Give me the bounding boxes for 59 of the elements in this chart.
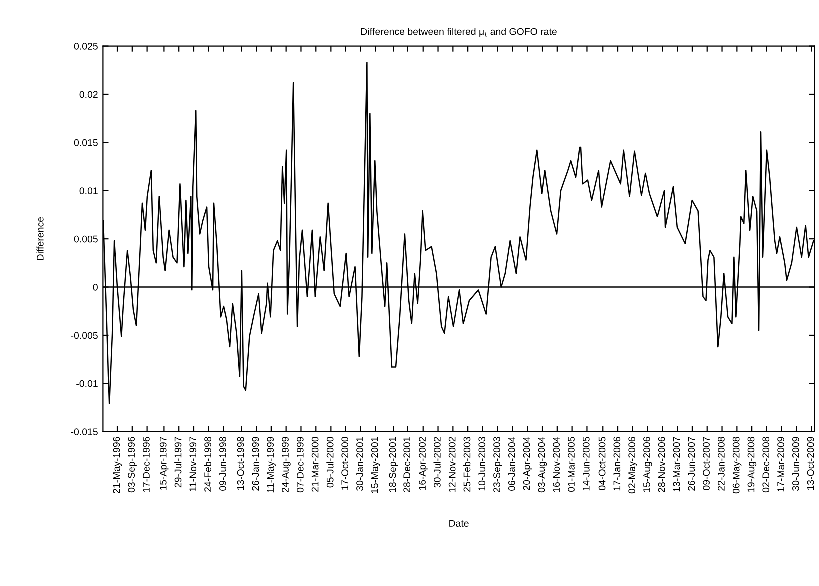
x-tick-label: 30-Jul-2002 — [434, 437, 441, 488]
x-tick-label: 24-Feb-1998 — [204, 437, 212, 492]
x-tick-label: 13-Oct-2009 — [807, 437, 814, 490]
x-tick-label: 21-May-1996 — [113, 437, 122, 494]
x-tick-label: 16-Apr-2002 — [419, 437, 428, 490]
x-tick-label: 21-Mar-2000 — [312, 437, 319, 492]
x-tick-label: 17-Jan-2006 — [614, 437, 621, 491]
x-tick-label: 09-Oct-2007 — [703, 437, 710, 490]
x-tick-label: 29-Jul-1997 — [174, 437, 182, 488]
x-tick-label: 15-May-2001 — [371, 437, 380, 494]
y-tick-label: 0.02 — [80, 91, 98, 98]
x-tick-label: 13-Oct-1998 — [237, 437, 244, 490]
x-tick-label: 30-Jan-2001 — [356, 437, 364, 491]
y-tick-label: 0.025 — [74, 43, 98, 50]
x-tick-label: 30-Jun-2009 — [792, 437, 800, 491]
x-tick-label: 22-Jan-2008 — [718, 437, 725, 491]
y-tick-label: -0.01 — [76, 380, 98, 388]
x-tick-label: 24-Aug-1999 — [282, 437, 291, 492]
x-tick-label: 17-Dec-1996 — [143, 437, 150, 492]
x-tick-label: 18-Sep-2001 — [389, 437, 398, 492]
x-tick-label: 01-Mar-2005 — [568, 437, 575, 492]
x-tick-label: 09-Jun-1998 — [220, 437, 226, 491]
chart-title: Difference between filtered μ$_{t}$ and GOFO rate — [361, 28, 557, 37]
x-tick-label: 14-Jun-2005 — [582, 437, 590, 491]
x-tick-label: 25-Feb-2003 — [464, 437, 471, 492]
y-tick-label: -0.005 — [71, 332, 98, 340]
x-tick-label: 12-Nov-2002 — [448, 437, 456, 492]
x-tick-label: 13-Mar-2007 — [673, 437, 680, 492]
y-tick-label: 0 — [93, 284, 98, 291]
y-tick-label: 0.005 — [74, 236, 98, 243]
x-tick-label: 05-Jul-2000 — [326, 437, 334, 488]
x-tick-label: 16-Nov-2004 — [553, 437, 560, 492]
x-tick-label: 28-Nov-2006 — [658, 437, 666, 492]
x-tick-label: 06-May-2008 — [732, 437, 742, 494]
x-tick-label: 03-Sep-1996 — [128, 437, 137, 493]
x-tick-label: 03-Aug-2004 — [538, 437, 548, 493]
x-tick-label: 15-Apr-1997 — [160, 437, 169, 490]
y-tick-label: 0.01 — [80, 188, 98, 195]
x-tick-label: 11-May-1999 — [267, 437, 276, 493]
x-tick-label: 06-Jan-2004 — [508, 437, 516, 491]
x-tick-label: 23-Sep-2003 — [494, 437, 502, 492]
x-tick-label: 26-Jun-2007 — [688, 437, 696, 491]
x-tick-label: 19-Aug-2008 — [748, 437, 757, 492]
x-tick-label: 11-Nov-1997 — [190, 437, 197, 492]
x-tick-label: 04-Oct-2005 — [598, 437, 606, 490]
x-tick-label: 26-Jan-1999 — [252, 437, 260, 491]
y-axis-title: Difference — [36, 217, 44, 260]
y-tick-label: -0.015 — [71, 428, 98, 436]
x-tick-label: 02-May-2006 — [628, 437, 638, 494]
x-tick-label: 02-Dec-2008 — [762, 437, 770, 493]
x-axis-title: Date — [450, 520, 469, 528]
x-tick-label: 15-Aug-2006 — [644, 437, 652, 492]
x-tick-label: 07-Dec-1999 — [296, 437, 304, 493]
x-tick-label: 17-Oct-2000 — [342, 437, 349, 490]
x-tick-label: 10-Jun-2003 — [478, 437, 486, 491]
y-tick-label: 0.015 — [74, 139, 98, 146]
x-tick-label: 20-Apr-2004 — [523, 437, 532, 490]
x-tick-label: 28-Dec-2001 — [404, 437, 411, 492]
x-tick-label: 17-Mar-2009 — [778, 437, 784, 492]
